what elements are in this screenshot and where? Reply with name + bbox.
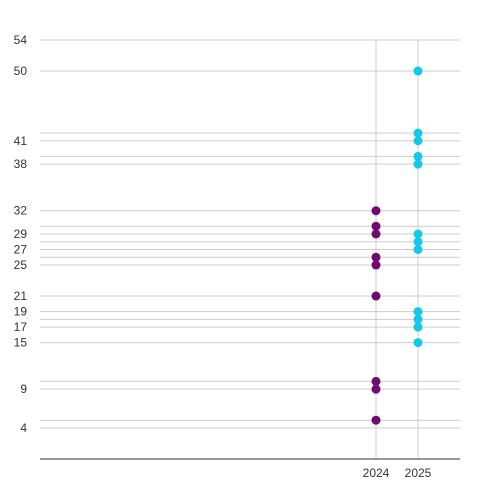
- y-tick-label: 9: [20, 382, 27, 396]
- x-tick-label: 2025: [405, 466, 432, 480]
- y-tick-label: 50: [14, 64, 28, 78]
- data-point-series-2: [413, 237, 423, 247]
- y-tick-label: 41: [14, 134, 28, 148]
- y-tick-label: 25: [14, 258, 28, 272]
- grid-lines: [40, 39, 460, 459]
- data-point-series-2: [413, 314, 423, 324]
- data-point-series-1: [371, 221, 381, 231]
- data-point-series-2: [413, 151, 423, 161]
- y-tick-label: 15: [14, 336, 28, 350]
- data-point-series-2: [413, 159, 423, 169]
- x-tick-label: 2024: [363, 466, 390, 480]
- data-point-series-1: [371, 229, 381, 239]
- x-axis-ticks: 2024 2025: [363, 466, 432, 480]
- data-point-series-1: [371, 415, 381, 425]
- data-point-series-2: [413, 322, 423, 332]
- y-tick-label: 32: [14, 204, 28, 218]
- data-point-series-1: [371, 291, 381, 301]
- y-tick-label: 27: [14, 243, 28, 257]
- data-point-series-2: [413, 307, 423, 317]
- data-point-series-2: [413, 66, 423, 76]
- data-point-series-1: [371, 260, 381, 270]
- y-tick-label: 38: [14, 157, 28, 171]
- data-points: [371, 66, 423, 425]
- y-tick-label: 4: [20, 421, 27, 435]
- y-tick-label: 19: [14, 305, 28, 319]
- data-point-series-2: [413, 245, 423, 254]
- data-point-series-2: [413, 338, 423, 348]
- data-point-series-1: [371, 206, 381, 216]
- data-point-series-1: [371, 376, 381, 386]
- y-tick-label: 21: [14, 289, 28, 303]
- data-point-series-2: [413, 136, 423, 146]
- data-point-series-1: [371, 252, 381, 262]
- data-point-series-1: [371, 384, 381, 394]
- y-tick-label: 29: [14, 227, 28, 241]
- y-tick-label: 17: [14, 320, 28, 334]
- data-point-series-2: [413, 229, 423, 239]
- data-point-series-2: [413, 128, 423, 138]
- y-tick-label: 54: [14, 33, 28, 47]
